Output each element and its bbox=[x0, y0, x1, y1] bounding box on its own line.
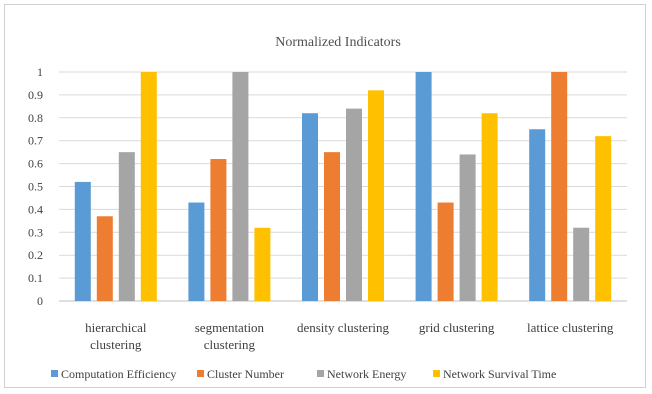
y-tick-label: 1 bbox=[37, 65, 43, 79]
y-tick-label: 0.1 bbox=[28, 271, 43, 285]
legend-item: Cluster Number bbox=[197, 367, 284, 381]
y-tick-label: 0.4 bbox=[28, 202, 43, 216]
bars bbox=[74, 72, 612, 301]
bar bbox=[254, 227, 271, 301]
bar bbox=[551, 72, 568, 301]
y-tick-label: 0.9 bbox=[28, 88, 43, 102]
bar bbox=[324, 152, 340, 301]
legend: Computation Efficiency Cluster Number Netw… bbox=[51, 367, 556, 381]
legend-swatch bbox=[317, 370, 324, 377]
bar bbox=[210, 159, 227, 301]
y-tick-label: 0.8 bbox=[28, 111, 43, 125]
bar bbox=[459, 154, 476, 301]
category-label: grid clustering bbox=[419, 320, 495, 335]
category-label: hierarchical clustering bbox=[85, 320, 147, 352]
y-tick-label: 0.2 bbox=[28, 248, 43, 262]
y-tick-label: 0 bbox=[37, 294, 43, 308]
category-label: lattice clustering bbox=[527, 320, 614, 335]
bar bbox=[140, 72, 157, 301]
bar bbox=[437, 202, 454, 301]
bar bbox=[188, 202, 205, 301]
y-tick-label: 0.6 bbox=[28, 157, 43, 171]
chart-frame: Normalized Indicators 0 0.1 0.2 0.3 0.4 0.5 0.… bbox=[4, 4, 646, 388]
bar bbox=[481, 113, 498, 301]
legend-swatch bbox=[197, 370, 204, 377]
y-tick-label: 0.7 bbox=[28, 134, 43, 148]
legend-label: Cluster Number bbox=[207, 367, 284, 381]
legend-swatch bbox=[51, 370, 58, 377]
bar bbox=[368, 90, 384, 301]
bar bbox=[96, 216, 113, 301]
bar bbox=[302, 113, 318, 301]
legend-item: Computation Efficiency bbox=[51, 367, 176, 381]
bar bbox=[232, 72, 249, 301]
legend-label: Network Survival Time bbox=[443, 367, 556, 381]
bar-chart: Normalized Indicators 0 0.1 0.2 0.3 0.4 0.5 0.… bbox=[28, 35, 627, 381]
legend-label: Computation Efficiency bbox=[61, 367, 176, 381]
category-label: density clustering bbox=[297, 320, 390, 335]
category-label: segmentation clustering bbox=[195, 320, 265, 352]
bar bbox=[595, 136, 612, 301]
x-axis-categories: hierarchical clustering segmentation cluste… bbox=[85, 320, 614, 352]
y-axis-ticks: 0 0.1 0.2 0.3 0.4 0.5 0.6 0.7 0.8 0.9 1 bbox=[28, 65, 43, 308]
bar bbox=[529, 129, 546, 301]
bar bbox=[415, 72, 432, 301]
legend-label: Network Energy bbox=[327, 367, 406, 381]
legend-swatch bbox=[433, 370, 440, 377]
y-tick-label: 0.5 bbox=[28, 180, 43, 194]
legend-item: Network Survival Time bbox=[433, 367, 556, 381]
legend-item: Network Energy bbox=[317, 367, 406, 381]
bar bbox=[346, 108, 362, 301]
chart-title: Normalized Indicators bbox=[275, 35, 401, 50]
bar bbox=[118, 152, 135, 301]
bar bbox=[74, 181, 91, 301]
bar bbox=[573, 227, 590, 301]
y-tick-label: 0.3 bbox=[28, 225, 43, 239]
